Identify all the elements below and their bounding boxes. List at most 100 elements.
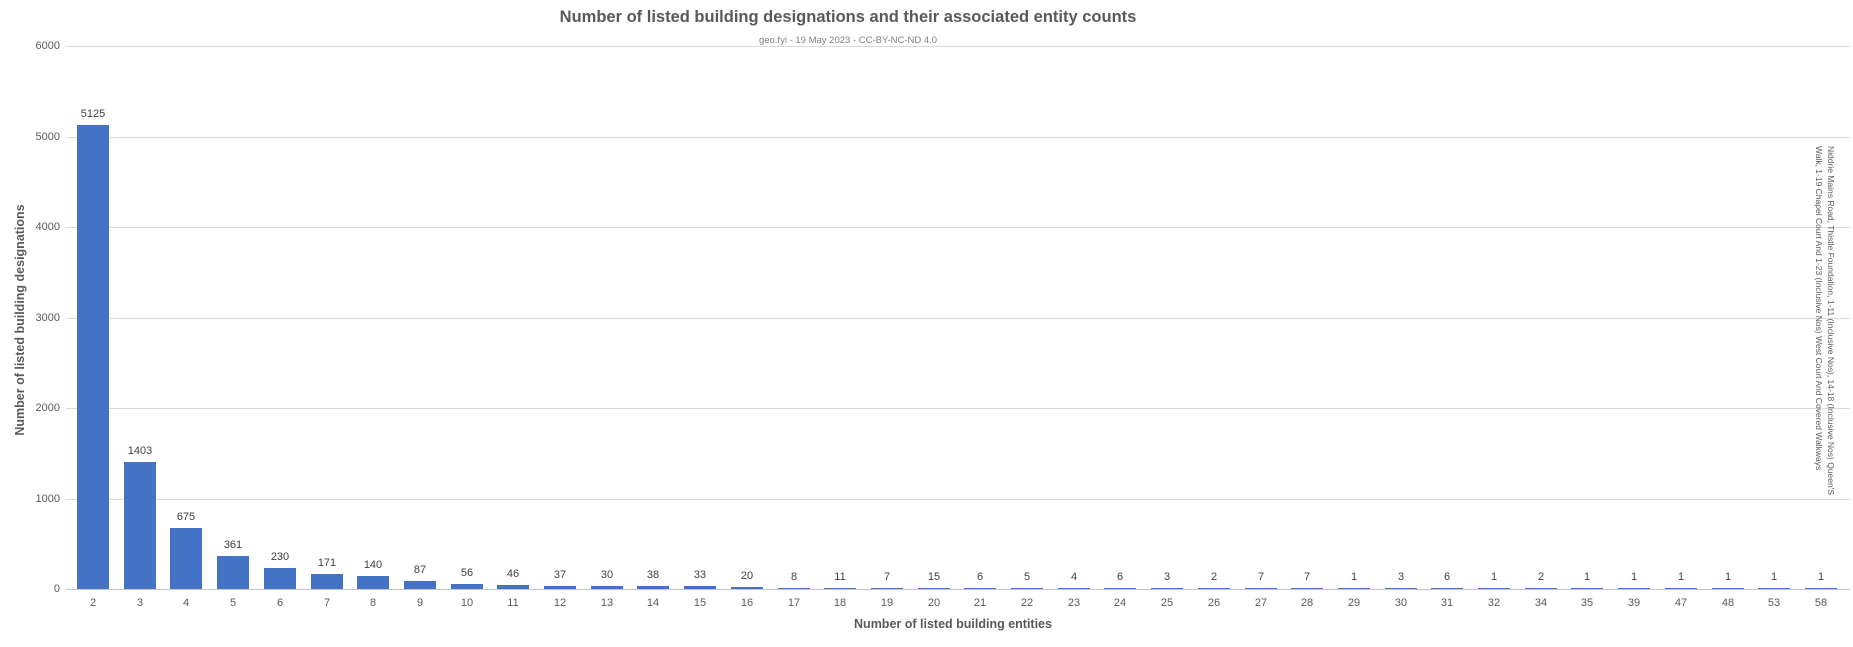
- bar-5: [217, 556, 249, 589]
- bar-22: [1011, 588, 1043, 589]
- bar-value-label: 171: [317, 557, 337, 569]
- x-tick-label: 24: [1113, 597, 1127, 609]
- bar-value-label: 1: [1770, 571, 1778, 583]
- bar-value-label: 1: [1817, 571, 1825, 583]
- x-tick-label: 2: [89, 597, 97, 609]
- x-tick-label: 12: [553, 597, 567, 609]
- bar-13: [591, 586, 623, 589]
- x-tick-label: 21: [973, 597, 987, 609]
- y-tick-label: 1000: [35, 493, 60, 505]
- x-tick-label: 22: [1020, 597, 1034, 609]
- bar-25: [1151, 588, 1183, 589]
- bar-39: [1618, 588, 1650, 589]
- x-tick-label: 47: [1674, 597, 1688, 609]
- bar-value-label: 7: [1303, 571, 1311, 583]
- x-tick-label: 4: [182, 597, 190, 609]
- chart-title: Number of listed building designations a…: [559, 8, 1137, 26]
- bar-value-label: 4: [1070, 571, 1078, 583]
- bar-value-label: 675: [176, 511, 196, 523]
- bar-26: [1198, 588, 1230, 589]
- bar-value-label: 1403: [127, 445, 153, 457]
- x-tick-label: 14: [646, 597, 660, 609]
- bar-8: [357, 576, 389, 589]
- bar-23: [1058, 588, 1090, 589]
- bar-28: [1291, 588, 1323, 589]
- bar-47: [1665, 588, 1697, 589]
- x-tick-label: 18: [833, 597, 847, 609]
- bar-48: [1712, 588, 1744, 589]
- x-axis-line: [66, 589, 1850, 590]
- bar-value-label: 8: [790, 571, 798, 583]
- bar-16: [731, 587, 763, 589]
- x-tick-label: 29: [1347, 597, 1361, 609]
- bar-29: [1338, 588, 1370, 589]
- y-tick-label: 6000: [35, 40, 60, 52]
- bar-18: [824, 588, 856, 589]
- bar-value-label: 1: [1350, 571, 1358, 583]
- gridline: [66, 46, 1850, 47]
- last-bar-annotation-line2: Walk, 1-19 Chapel Court And 1-23 (Inclus…: [1814, 146, 1824, 471]
- x-tick-label: 17: [787, 597, 801, 609]
- bar-58: [1805, 588, 1837, 589]
- x-tick-label: 30: [1394, 597, 1408, 609]
- bar-value-label: 2: [1210, 571, 1218, 583]
- chart-subtitle: geo.fyi - 19 May 2023 - CC-BY-NC-ND 4.0: [758, 35, 938, 46]
- x-tick-label: 8: [369, 597, 377, 609]
- x-tick-label: 15: [693, 597, 707, 609]
- bar-value-label: 87: [413, 564, 427, 576]
- x-tick-label: 10: [460, 597, 474, 609]
- x-axis-title: Number of listed building entities: [854, 617, 1052, 631]
- bar-20: [918, 588, 950, 589]
- last-bar-annotation: Niddrie Mains Road, Thistle Foundation, …: [1813, 146, 1837, 550]
- x-tick-label: 28: [1300, 597, 1314, 609]
- bar-24: [1104, 588, 1136, 589]
- bar-value-label: 1: [1630, 571, 1638, 583]
- x-tick-label: 53: [1767, 597, 1781, 609]
- bar-21: [964, 588, 996, 589]
- x-tick-label: 7: [323, 597, 331, 609]
- bar-value-label: 5125: [80, 108, 106, 120]
- x-tick-label: 16: [740, 597, 754, 609]
- gridline: [66, 408, 1850, 409]
- bar-value-label: 1: [1490, 571, 1498, 583]
- bar-35: [1571, 588, 1603, 589]
- bar-value-label: 230: [270, 551, 290, 563]
- bar-value-label: 361: [223, 539, 243, 551]
- bar-value-label: 2: [1537, 571, 1545, 583]
- bar-value-label: 56: [460, 567, 474, 579]
- gridline: [66, 318, 1850, 319]
- y-tick-label: 5000: [35, 131, 60, 143]
- x-tick-label: 39: [1627, 597, 1641, 609]
- bar-14: [637, 586, 669, 589]
- bar-30: [1385, 588, 1417, 589]
- bar-10: [451, 584, 483, 589]
- bar-12: [544, 586, 576, 589]
- x-tick-label: 13: [600, 597, 614, 609]
- bar-value-label: 38: [646, 569, 660, 581]
- gridline: [66, 137, 1850, 138]
- bar-value-label: 11: [834, 571, 846, 583]
- bar-value-label: 140: [363, 559, 383, 571]
- bar-value-label: 3: [1163, 571, 1171, 583]
- y-tick-label: 2000: [35, 402, 60, 414]
- bar-value-label: 30: [600, 569, 614, 581]
- bar-value-label: 33: [693, 569, 707, 581]
- bar-value-label: 1: [1724, 571, 1732, 583]
- x-tick-label: 34: [1534, 597, 1548, 609]
- x-tick-label: 6: [276, 597, 284, 609]
- bar-value-label: 1: [1583, 571, 1591, 583]
- bar-6: [264, 568, 296, 589]
- y-tick-label: 0: [53, 583, 60, 595]
- x-tick-label: 25: [1160, 597, 1174, 609]
- bar-value-label: 6: [1443, 571, 1451, 583]
- bar-2: [77, 125, 109, 589]
- bar-9: [404, 581, 436, 589]
- x-tick-label: 23: [1067, 597, 1081, 609]
- bar-value-label: 7: [883, 571, 891, 583]
- x-tick-label: 11: [507, 597, 519, 609]
- bar-value-label: 3: [1397, 571, 1405, 583]
- x-tick-label: 35: [1580, 597, 1594, 609]
- bar-4: [170, 528, 202, 589]
- x-tick-label: 58: [1814, 597, 1828, 609]
- x-tick-label: 26: [1207, 597, 1221, 609]
